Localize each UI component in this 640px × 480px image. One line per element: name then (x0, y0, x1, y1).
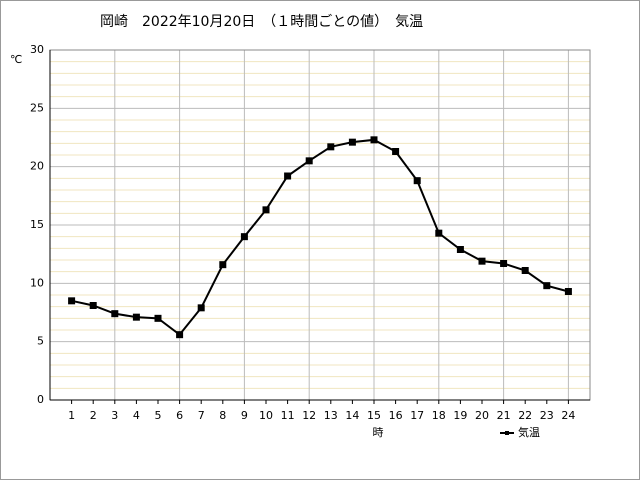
x-tick-label: 22 (518, 409, 532, 422)
y-tick-label: 20 (30, 160, 44, 173)
marker (219, 261, 227, 269)
chart-title: 岡崎 2022年10月20日 （１時間ごとの値） 気温 (100, 14, 423, 30)
marker (132, 313, 140, 321)
x-tick-label: 8 (219, 409, 226, 422)
marker (456, 246, 464, 253)
marker (370, 136, 378, 144)
x-axis-label: 時 (373, 426, 384, 439)
y-tick-label: 10 (30, 276, 44, 289)
x-tick-label: 9 (241, 409, 248, 422)
marker (154, 314, 162, 322)
marker (543, 282, 551, 290)
x-tick-label: 14 (345, 409, 359, 422)
x-tick-label: 16 (389, 409, 403, 422)
marker (284, 172, 292, 180)
x-tick-label: 11 (281, 409, 295, 422)
line (71, 138, 569, 337)
marker (197, 304, 205, 312)
y-tick-label: 15 (30, 218, 44, 231)
y-tick-label: 30 (30, 43, 44, 56)
x-tick-label: 13 (324, 409, 338, 422)
x-tick-label: 15 (367, 409, 381, 422)
marker (327, 143, 335, 151)
y-tick-label: 5 (37, 335, 44, 348)
y-axis-label: ℃ (10, 53, 22, 66)
x-tick-label: 3 (111, 409, 118, 422)
marker (111, 310, 119, 318)
marker (305, 157, 313, 165)
y-tick-label: 0 (37, 393, 44, 406)
marker (176, 331, 184, 339)
x-tick-label: 17 (410, 409, 424, 422)
legend-label: 気温 (518, 425, 540, 439)
marker (262, 206, 270, 214)
x-tick-label: 20 (475, 409, 489, 422)
marker (392, 148, 400, 155)
x-tick-label: 4 (133, 409, 140, 422)
x-tick-label: 5 (155, 409, 162, 422)
marker (348, 138, 356, 146)
x-tick-label: 7 (198, 409, 205, 422)
x-tick-label: 10 (259, 409, 273, 422)
marker (500, 260, 508, 267)
x-tick-label: 12 (302, 409, 316, 422)
legend-marker (505, 431, 509, 435)
marker (435, 229, 443, 237)
y-tick-label: 25 (30, 101, 44, 114)
marker (413, 177, 421, 185)
marker (521, 267, 529, 274)
x-tick-label: 6 (176, 409, 183, 422)
x-tick-label: 24 (561, 409, 575, 422)
x-tick-label: 2 (90, 409, 97, 422)
marker (564, 288, 572, 295)
x-tick-label: 23 (540, 409, 554, 422)
x-tick-label: 19 (453, 409, 467, 422)
x-tick-label: 18 (432, 409, 446, 422)
x-tick-label: 21 (497, 409, 511, 422)
marker (240, 233, 248, 241)
marker (478, 257, 486, 265)
marker (68, 297, 76, 305)
x-tick-label: 1 (68, 409, 75, 422)
marker (89, 302, 97, 309)
